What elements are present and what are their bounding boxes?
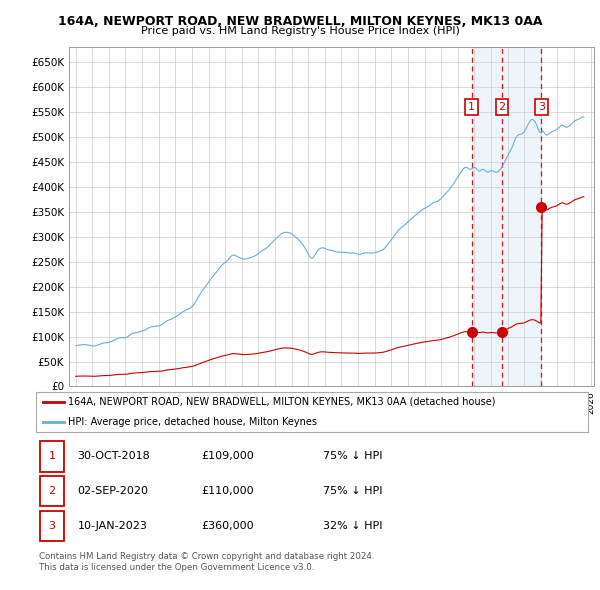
Text: 2: 2	[49, 486, 56, 496]
Text: 30-OCT-2018: 30-OCT-2018	[77, 451, 150, 461]
FancyBboxPatch shape	[40, 476, 64, 506]
Text: £110,000: £110,000	[202, 486, 254, 496]
Text: HPI: Average price, detached house, Milton Keynes: HPI: Average price, detached house, Milt…	[68, 417, 317, 427]
Text: 10-JAN-2023: 10-JAN-2023	[77, 521, 147, 531]
Text: 3: 3	[49, 521, 56, 531]
Text: Contains HM Land Registry data © Crown copyright and database right 2024.
This d: Contains HM Land Registry data © Crown c…	[39, 552, 374, 572]
FancyBboxPatch shape	[40, 441, 64, 471]
Text: 75% ↓ HPI: 75% ↓ HPI	[323, 486, 383, 496]
Text: £360,000: £360,000	[202, 521, 254, 531]
Text: 32% ↓ HPI: 32% ↓ HPI	[323, 521, 383, 531]
Text: 164A, NEWPORT ROAD, NEW BRADWELL, MILTON KEYNES, MK13 0AA: 164A, NEWPORT ROAD, NEW BRADWELL, MILTON…	[58, 15, 542, 28]
Text: 75% ↓ HPI: 75% ↓ HPI	[323, 451, 383, 461]
Text: 1: 1	[49, 451, 56, 461]
FancyBboxPatch shape	[40, 511, 64, 542]
Text: Price paid vs. HM Land Registry's House Price Index (HPI): Price paid vs. HM Land Registry's House …	[140, 26, 460, 35]
Text: 3: 3	[538, 102, 545, 112]
Bar	[472, 47, 541, 386]
Text: 1: 1	[468, 102, 475, 112]
Text: 02-SEP-2020: 02-SEP-2020	[77, 486, 148, 496]
Text: £109,000: £109,000	[202, 451, 254, 461]
Text: 164A, NEWPORT ROAD, NEW BRADWELL, MILTON KEYNES, MK13 0AA (detached house): 164A, NEWPORT ROAD, NEW BRADWELL, MILTON…	[68, 397, 496, 407]
Text: 2: 2	[499, 102, 506, 112]
